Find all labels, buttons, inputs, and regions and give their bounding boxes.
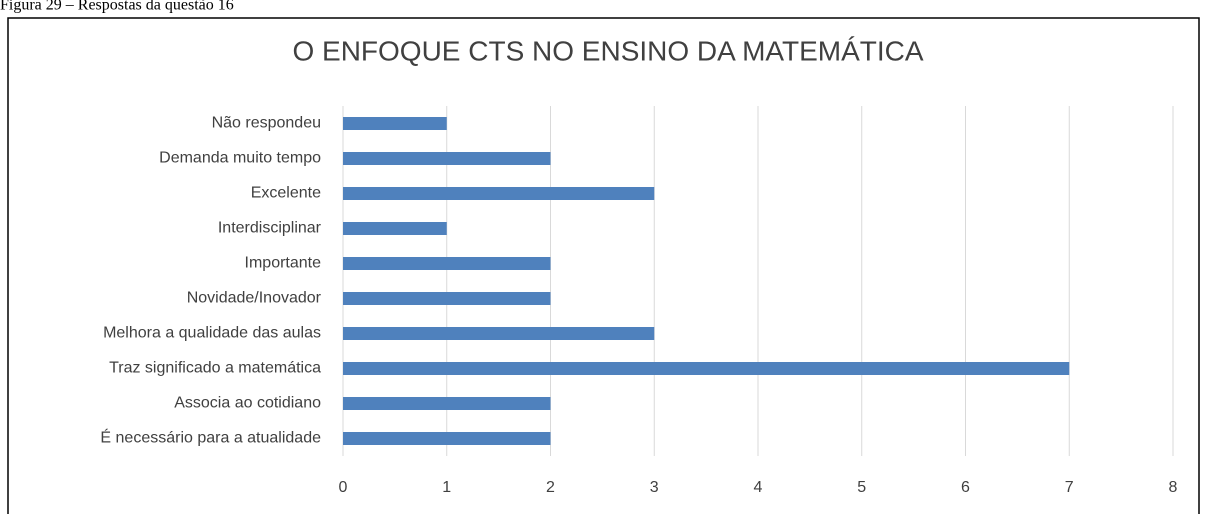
bar <box>343 292 551 305</box>
bar <box>343 362 1070 375</box>
x-tick-label: 1 <box>442 479 451 496</box>
bar <box>343 222 447 235</box>
x-tick-label: 2 <box>546 479 555 496</box>
bar <box>343 327 655 340</box>
bar <box>343 397 551 410</box>
bar <box>343 187 655 200</box>
chart-frame <box>7 17 1200 514</box>
y-tick-label: Não respondeu <box>212 115 321 132</box>
x-tick-label: 3 <box>650 479 659 496</box>
bar <box>343 257 551 270</box>
y-tick-label: Melhora a qualidade das aulas <box>103 325 321 342</box>
figure-caption: Figura 29 – Respostas da questão 16 <box>0 0 234 14</box>
x-tick-label: 0 <box>339 479 348 496</box>
bar <box>343 432 551 445</box>
y-tick-label: Importante <box>245 255 322 272</box>
x-tick-label: 4 <box>754 479 763 496</box>
x-tick-label: 8 <box>1169 479 1178 496</box>
x-tick-label: 6 <box>961 479 970 496</box>
y-tick-label: Traz significado a matemática <box>109 360 321 377</box>
bar <box>343 152 551 165</box>
y-tick-label: Excelente <box>251 185 321 202</box>
x-tick-label: 7 <box>1065 479 1074 496</box>
chart-title: O ENFOQUE CTS NO ENSINO DA MATEMÁTICA <box>292 35 923 66</box>
x-tick-label: 5 <box>857 479 866 496</box>
y-tick-label: Novidade/Inovador <box>187 290 322 307</box>
y-tick-label: Demanda muito tempo <box>159 150 321 167</box>
y-tick-label: Associa ao cotidiano <box>174 395 321 412</box>
y-tick-label: Interdisciplinar <box>218 220 322 237</box>
bar <box>343 117 447 130</box>
y-tick-label: É necessário para a atualidade <box>100 428 321 447</box>
